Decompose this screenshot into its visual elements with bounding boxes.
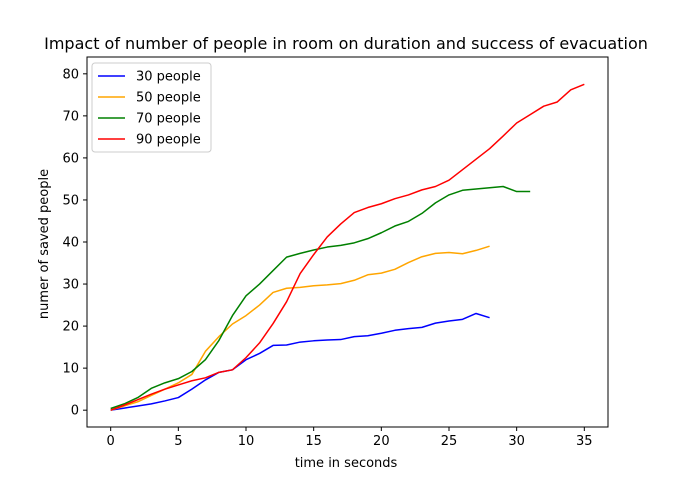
y-tick-label: 30 [62, 278, 79, 293]
series-line-50-people [110, 245, 490, 411]
x-axis: 0 5 10 15 20 25 30 35 [107, 427, 593, 449]
legend-box [91, 62, 212, 153]
x-tick-label: 35 [576, 434, 593, 449]
x-tick-label: 15 [305, 434, 322, 449]
x-tick-label: 20 [373, 434, 390, 449]
series-line-70-people [110, 185, 531, 410]
legend-label: 70 people [136, 112, 201, 127]
y-tick-label: 70 [62, 109, 79, 124]
series-line-90-people [110, 83, 585, 411]
y-tick-label: 40 [62, 236, 79, 251]
chart-title: Impact of number of people in room on du… [44, 34, 648, 53]
x-tick-label: 30 [508, 434, 525, 449]
y-tick-label: 50 [62, 193, 79, 208]
x-tick-label: 25 [441, 434, 458, 449]
series-line-30-people [110, 312, 490, 411]
y-axis-title: numer of saved people [37, 169, 52, 319]
x-tick-label: 0 [107, 434, 115, 449]
y-tick-label: 0 [71, 404, 79, 419]
legend: 30 people 50 people 70 people 90 people [91, 62, 212, 153]
y-tick-label: 10 [62, 362, 79, 377]
series-layer [110, 83, 585, 411]
x-tick-label: 10 [238, 434, 255, 449]
legend-label: 30 people [136, 70, 201, 85]
legend-label: 90 people [136, 133, 201, 148]
x-axis-title: time in seconds [295, 456, 398, 471]
x-tick-label: 5 [174, 434, 182, 449]
y-axis: 0 10 20 30 40 50 60 70 80 [62, 67, 87, 419]
y-tick-label: 20 [62, 320, 79, 335]
legend-label: 50 people [136, 91, 201, 106]
y-tick-label: 60 [62, 151, 79, 166]
y-tick-label: 80 [62, 67, 79, 82]
